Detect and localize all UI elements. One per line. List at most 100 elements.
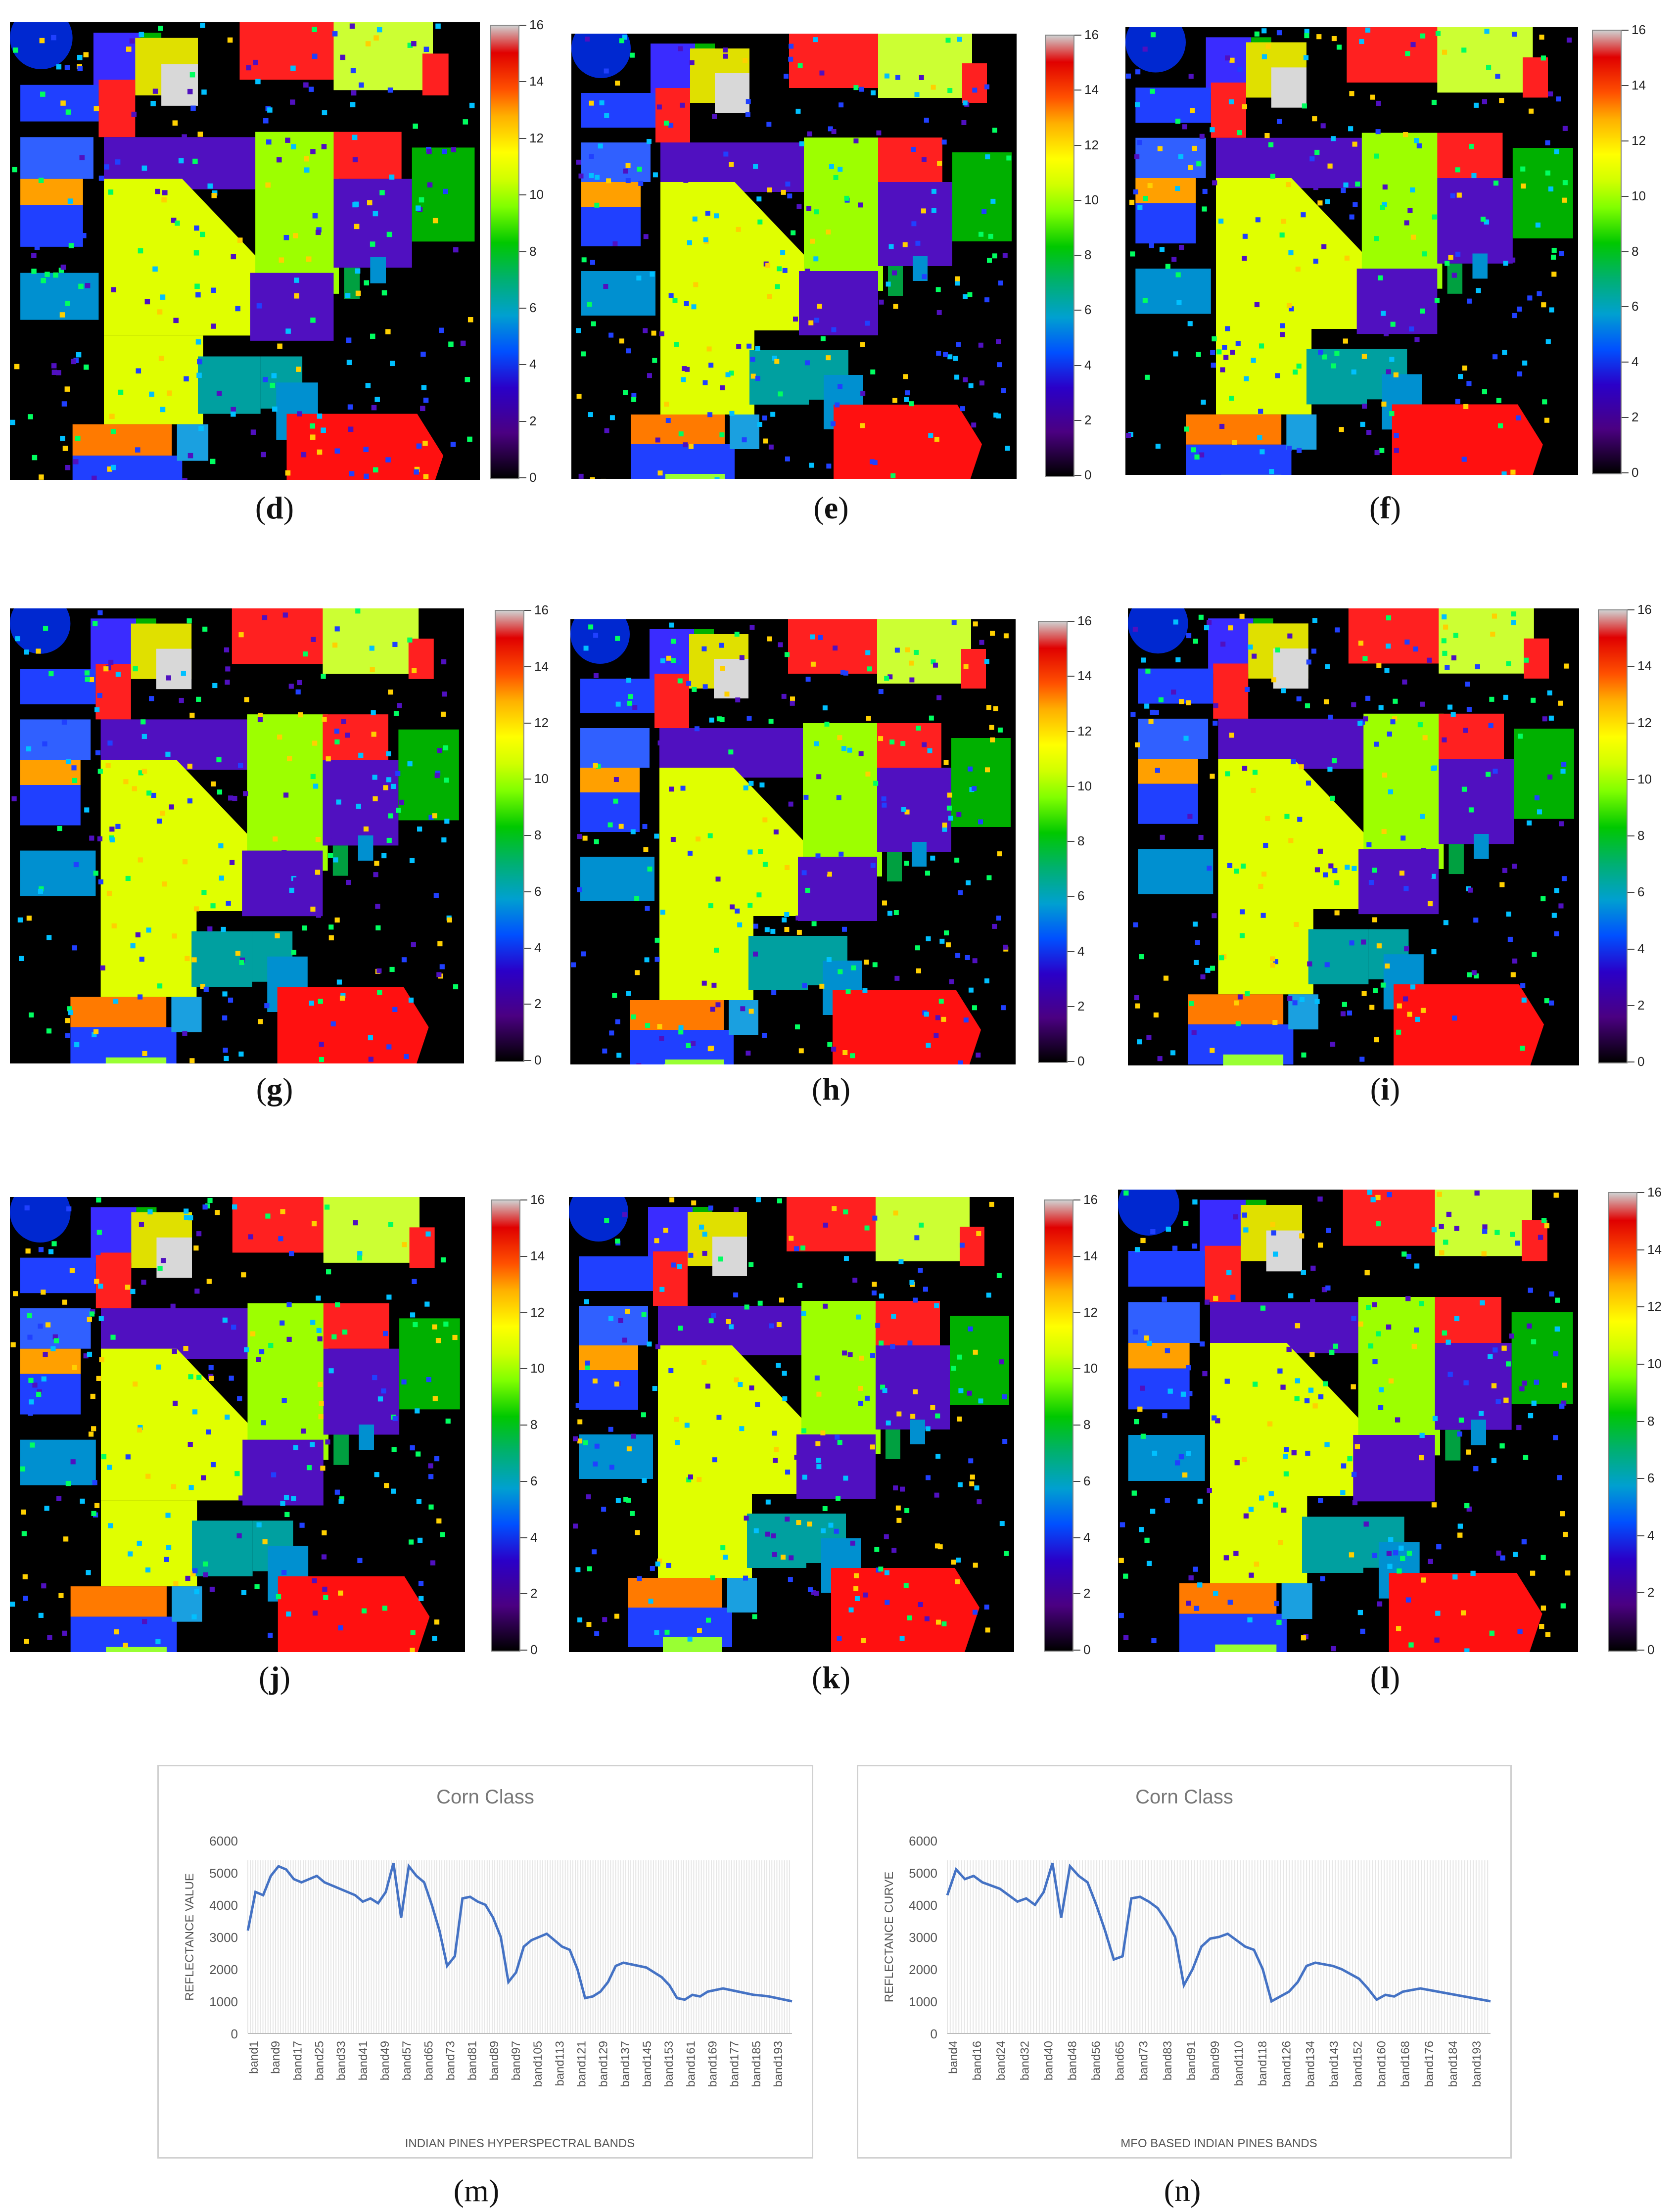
colorbar bbox=[491, 1199, 520, 1652]
colorbar-tick bbox=[520, 1593, 527, 1595]
colorbar-tick bbox=[519, 25, 526, 26]
colorbar-tick-label: 4 bbox=[1077, 943, 1085, 959]
colorbar-tick-label: 4 bbox=[530, 1529, 538, 1545]
colorbar-tick-label: 14 bbox=[1637, 658, 1652, 674]
x-tick-label: band41 bbox=[357, 2041, 370, 2080]
line-chart-n: 0 1000 2000 3000 4000 5000 6000 band4 band16 band… bbox=[883, 1834, 1491, 2150]
classification-map-d bbox=[10, 22, 480, 480]
x-tick-label: band193 bbox=[1470, 2041, 1484, 2087]
colorbar-tick-label: 6 bbox=[1077, 888, 1085, 904]
colorbar-tick bbox=[1628, 1005, 1634, 1006]
colorbar-tick-label: 12 bbox=[1083, 1304, 1098, 1320]
colorbar-tick-label: 16 bbox=[529, 17, 544, 32]
colorbar-tick-label: 2 bbox=[1631, 410, 1639, 425]
series-line bbox=[246, 1862, 792, 2003]
colorbar-tick-label: 2 bbox=[1084, 412, 1092, 427]
x-tick-label: band33 bbox=[335, 2041, 348, 2080]
y-tick-label: 5000 bbox=[909, 1866, 937, 1881]
x-tick-label: band169 bbox=[706, 2041, 720, 2087]
colorbar-tick-label: 10 bbox=[1637, 771, 1652, 786]
caption-g: (g) bbox=[256, 1071, 293, 1106]
colorbar-tick bbox=[519, 194, 526, 196]
colorbar-tick-label: 16 bbox=[1647, 1185, 1662, 1199]
colorbar-tick bbox=[1074, 144, 1081, 146]
x-tick-label: band97 bbox=[510, 2041, 523, 2080]
colorbar-tick-label: 2 bbox=[534, 996, 542, 1012]
colorbar bbox=[1045, 35, 1074, 477]
colorbar-tick-label: 12 bbox=[534, 715, 549, 730]
y-tick-label: 6000 bbox=[209, 1834, 238, 1848]
y-tick-label: 2000 bbox=[909, 1962, 937, 1977]
classification-map-f bbox=[1125, 27, 1578, 475]
colorbar-tick bbox=[1628, 1061, 1634, 1062]
colorbar-tick bbox=[1637, 1592, 1644, 1594]
colorbar-tick-label: 6 bbox=[529, 300, 537, 315]
colorbar-tick bbox=[1068, 731, 1074, 732]
y-tick-label: 4000 bbox=[209, 1898, 238, 1913]
colorbar-tick-label: 0 bbox=[1647, 1642, 1655, 1657]
colorbar-tick bbox=[519, 307, 526, 309]
colorbar bbox=[490, 25, 519, 479]
colorbar-tick bbox=[524, 1060, 531, 1061]
colorbar-tick-label: 14 bbox=[530, 1248, 545, 1263]
x-tick-label: band184 bbox=[1446, 2041, 1460, 2087]
x-tick-label: band49 bbox=[378, 2041, 392, 2080]
y-tick-label: 6000 bbox=[909, 1834, 937, 1848]
x-tick-label: band160 bbox=[1375, 2041, 1389, 2087]
colorbar-tick-label: 12 bbox=[530, 1304, 545, 1320]
x-tick-label: band193 bbox=[772, 2041, 785, 2087]
colorbar-tick-label: 10 bbox=[1084, 192, 1099, 207]
colorbar-tick bbox=[1074, 475, 1081, 476]
x-tick-label: band73 bbox=[444, 2041, 458, 2080]
colorbar bbox=[495, 610, 524, 1062]
colorbar-tick bbox=[524, 722, 531, 724]
caption-i: (i) bbox=[1370, 1071, 1400, 1106]
chart-title: Corn Class bbox=[1135, 1786, 1233, 1808]
colorbar-tick-label: 0 bbox=[530, 1642, 538, 1657]
colorbar-tick bbox=[524, 835, 531, 836]
x-tick-label: band105 bbox=[531, 2041, 545, 2087]
colorbar-tick bbox=[524, 666, 531, 667]
colorbar-tick-label: 10 bbox=[534, 771, 549, 786]
colorbar-tick bbox=[1068, 785, 1074, 787]
x-tick-label: band134 bbox=[1304, 2041, 1317, 2087]
colorbar-tick bbox=[524, 779, 531, 780]
colorbar-tick-label: 12 bbox=[1637, 715, 1652, 730]
colorbar-tick bbox=[1622, 417, 1629, 418]
colorbar-tick-label: 0 bbox=[1084, 467, 1092, 482]
colorbar-tick-label: 6 bbox=[1631, 299, 1639, 314]
colorbar-tick-label: 14 bbox=[1083, 1248, 1098, 1263]
x-tick-label: band121 bbox=[575, 2041, 589, 2087]
colorbar-tick-label: 14 bbox=[1084, 82, 1099, 97]
chart-m: Corn Class 0 1000 2000 3000 4000 5000 6000 band… bbox=[157, 1765, 813, 2159]
colorbar-tick bbox=[1622, 140, 1629, 141]
series-line bbox=[946, 1862, 1491, 2003]
colorbar-tick bbox=[520, 1255, 527, 1257]
colorbar-tick bbox=[1628, 835, 1634, 836]
colorbar-tick-label: 16 bbox=[534, 602, 549, 617]
colorbar-tick bbox=[520, 1368, 527, 1370]
colorbar-tick bbox=[520, 1199, 527, 1200]
colorbar-tick bbox=[524, 610, 531, 611]
x-tick-label: band65 bbox=[422, 2041, 435, 2080]
classification-map-g bbox=[10, 608, 464, 1063]
caption-d: (d) bbox=[255, 490, 294, 525]
colorbar-tick-label: 4 bbox=[529, 357, 537, 372]
colorbar-tick bbox=[1628, 948, 1634, 950]
colorbar-tick-label: 10 bbox=[530, 1361, 545, 1376]
colorbar-tick-label: 8 bbox=[1637, 828, 1645, 843]
colorbar-tick bbox=[1068, 1006, 1074, 1007]
colorbar bbox=[1038, 621, 1068, 1063]
colorbar-tick-label: 8 bbox=[1083, 1417, 1091, 1432]
colorbar-tick bbox=[520, 1480, 527, 1482]
colorbar-tick-label: 6 bbox=[1083, 1473, 1091, 1488]
colorbar-tick bbox=[1074, 310, 1081, 311]
colorbar-tick-label: 8 bbox=[1647, 1413, 1655, 1429]
caption-k: (k) bbox=[811, 1660, 851, 1695]
colorbar-tick bbox=[1073, 1425, 1080, 1426]
x-tick-label: band129 bbox=[597, 2041, 610, 2087]
colorbar-tick-label: 4 bbox=[534, 940, 542, 955]
colorbar-tick-label: 2 bbox=[529, 413, 537, 428]
colorbar-tick bbox=[1637, 1650, 1644, 1651]
y-axis-label: REFLECTANCE VALUE bbox=[183, 1873, 196, 2001]
